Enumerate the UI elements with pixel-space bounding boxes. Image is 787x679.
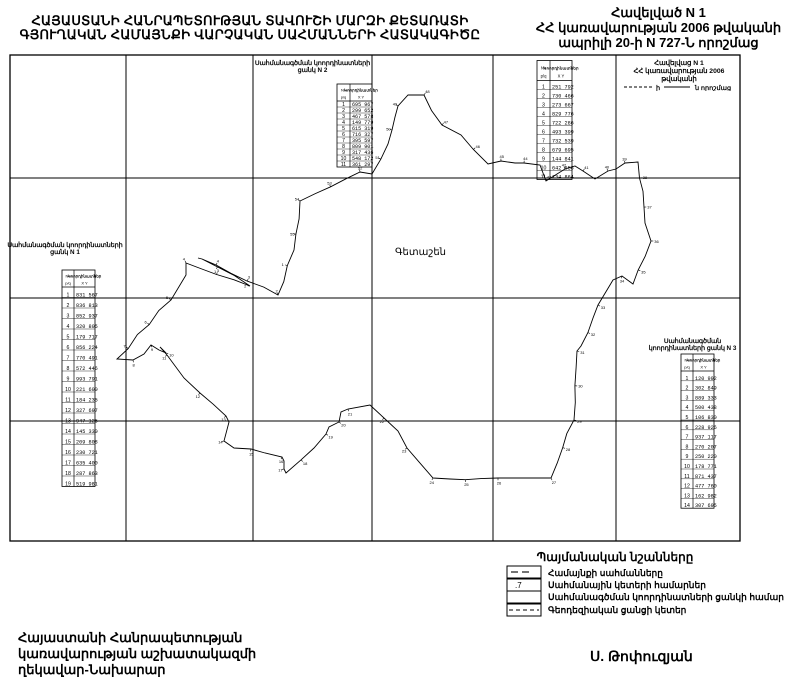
svg-text:Գեոդեզիական ցանցի կետեր: Գեոդեզիական ցանցի կետեր [548,605,687,616]
svg-text:Սահմանային կետերի համարներ: Սահմանային կետերի համարներ [548,579,706,591]
svg-text:.7: .7 [515,581,522,590]
svg-text:Համայնքի սահմանները: Համայնքի սահմանները [548,567,663,579]
svg-text:Սահմանագծման կոորդինատների ցան: Սահմանագծման կոորդինատների ցանկի համար [548,591,784,603]
